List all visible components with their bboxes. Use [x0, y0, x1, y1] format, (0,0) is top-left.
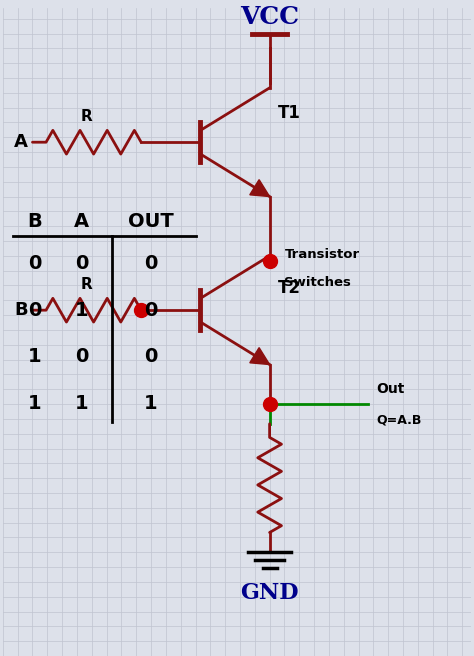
Text: OUT: OUT	[128, 212, 174, 231]
Text: 0: 0	[145, 347, 158, 366]
Text: 1: 1	[144, 394, 158, 413]
Text: 0: 0	[75, 255, 89, 274]
Text: 0: 0	[28, 301, 41, 320]
Text: VCC: VCC	[240, 5, 299, 29]
Text: R: R	[81, 277, 93, 293]
Text: R: R	[81, 110, 93, 125]
Text: Q=A.B: Q=A.B	[376, 414, 422, 427]
Text: Switches: Switches	[284, 276, 351, 289]
Text: T1: T1	[277, 104, 301, 121]
Text: 1: 1	[27, 347, 41, 366]
Text: Transistor: Transistor	[284, 248, 360, 261]
Text: 1: 1	[27, 394, 41, 413]
Text: B: B	[14, 301, 27, 319]
Text: GND: GND	[240, 582, 299, 604]
Text: A: A	[14, 133, 27, 151]
Text: 1: 1	[75, 301, 89, 320]
Polygon shape	[250, 180, 270, 197]
Text: 0: 0	[28, 255, 41, 274]
Text: B: B	[27, 212, 42, 231]
Text: Out: Out	[376, 382, 405, 396]
Text: 0: 0	[75, 347, 89, 366]
Text: 1: 1	[75, 394, 89, 413]
Polygon shape	[250, 348, 270, 365]
Text: A: A	[74, 212, 90, 231]
Text: 0: 0	[145, 255, 158, 274]
Text: T2: T2	[277, 279, 301, 297]
Text: 0: 0	[145, 301, 158, 320]
